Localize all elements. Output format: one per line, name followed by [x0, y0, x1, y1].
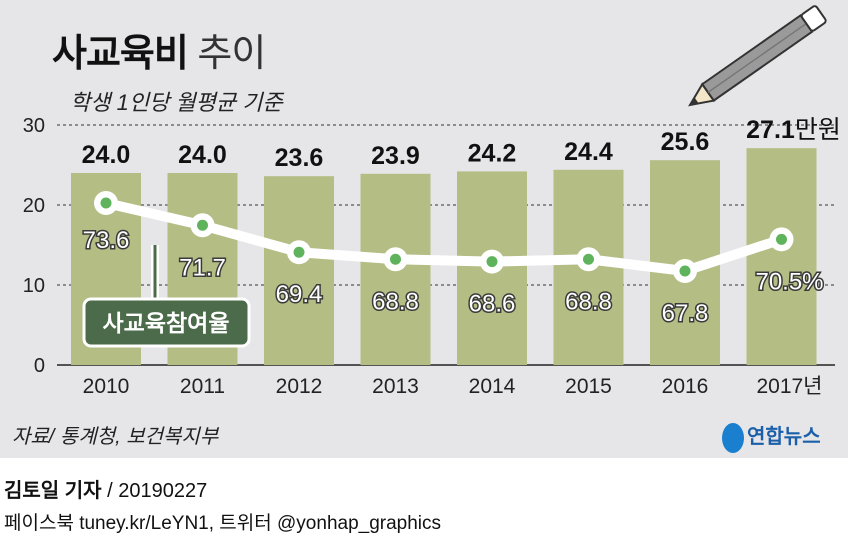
logo-icon	[722, 422, 744, 453]
line-value-label: 68.6	[469, 291, 516, 318]
byline: 김토일 기자 / 20190227	[4, 474, 207, 503]
x-tick-label: 2015	[565, 375, 612, 398]
y-tick-label: 20	[23, 195, 45, 217]
title-light: 추이	[197, 33, 266, 75]
line-point	[197, 219, 208, 231]
reporter-name: 김토일 기자	[4, 480, 102, 502]
line-value-label: 70.5%	[755, 268, 823, 295]
line-point	[100, 197, 112, 209]
x-tick-label: 2017년	[756, 375, 822, 398]
x-tick-label: 2013	[372, 375, 419, 398]
x-tick-label: 2016	[662, 375, 709, 398]
bar-value-label: 24.4	[564, 138, 613, 166]
chart-subtitle: 학생 1인당 월평균 기준	[70, 90, 283, 115]
line-value-label: 68.8	[372, 288, 419, 315]
chart-title: 사교육비 추이	[52, 22, 266, 77]
source-note: 자료/ 통계청, 보건복지부	[12, 426, 219, 448]
y-tick-label: 0	[34, 355, 45, 377]
line-point	[776, 233, 787, 245]
line-value-label: 69.4	[276, 281, 323, 308]
publish-date: / 20190227	[107, 480, 208, 502]
legend-box	[82, 297, 251, 348]
chart-svg: 0 10 20 30 24.0 2010 24.0 2011 23.6 2012 23.9 2013 2…	[23, 5, 841, 398]
line-point	[486, 256, 498, 268]
line-value-label: 68.8	[565, 288, 612, 315]
bar-value-label: 24.0	[178, 141, 227, 169]
participation-line	[104, 198, 784, 276]
line-point	[679, 265, 691, 277]
pencil-icon	[688, 5, 827, 107]
x-tick-label: 2012	[276, 375, 323, 398]
x-tick-label: 2010	[83, 375, 130, 398]
line-point	[390, 253, 401, 265]
logo-text: 연합뉴스	[747, 426, 821, 448]
line-value-label: 73.6	[83, 227, 130, 254]
x-tick-label: 2011	[180, 375, 225, 398]
bar-value-label: 25.6	[661, 128, 710, 156]
bar-value-label: 23.9	[371, 142, 420, 170]
yonhap-logo: 연합뉴스	[722, 420, 821, 453]
bar	[746, 148, 817, 365]
bar	[264, 176, 334, 365]
bar-value-label: 24.2	[468, 139, 517, 167]
title-bold: 사교육비	[52, 33, 189, 75]
line-value-label: 71.7	[179, 254, 226, 281]
line-point	[583, 253, 594, 265]
y-tick-label: 30	[23, 115, 45, 137]
legend-label: 사교육참여율	[103, 310, 230, 336]
bar-value-label: 27.1만원	[746, 116, 841, 144]
bar-value-label: 23.6	[275, 144, 324, 172]
y-tick-label: 10	[23, 275, 45, 297]
x-tick-label: 2014	[469, 375, 516, 398]
line-value-label: 67.8	[662, 300, 709, 327]
bar-value-label: 24.0	[82, 141, 131, 169]
line-point	[293, 246, 305, 258]
social-links: 페이스북 tuney.kr/LeYN1, 트위터 @yonhap_graphic…	[4, 513, 442, 534]
